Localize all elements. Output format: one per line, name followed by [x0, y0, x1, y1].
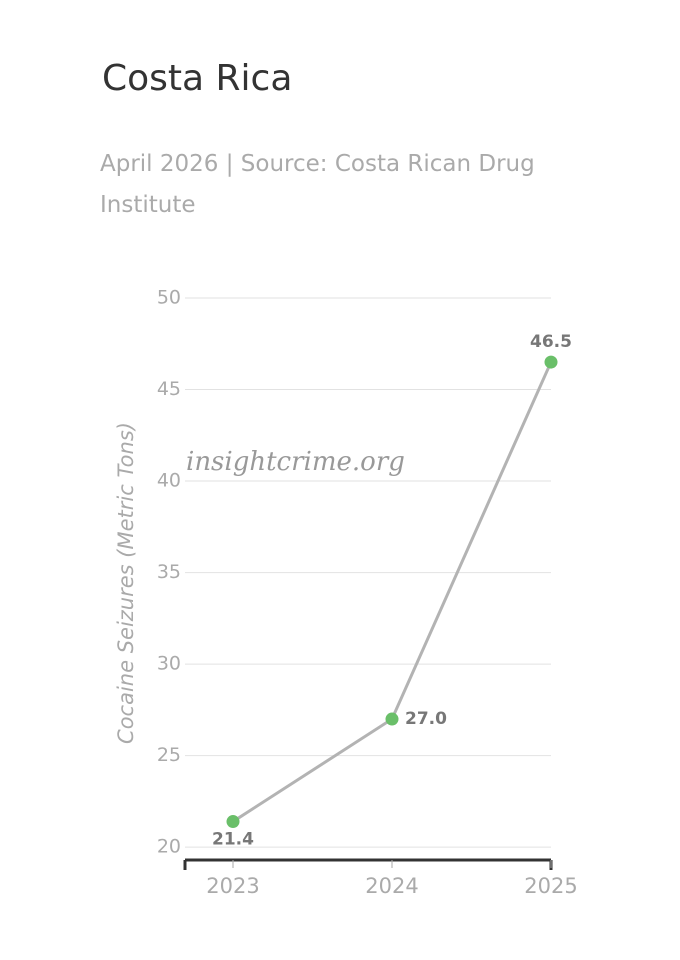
marker — [544, 355, 558, 369]
marker — [385, 712, 399, 726]
value-label: 46.5 — [530, 332, 572, 352]
marker — [226, 815, 240, 829]
x-tick-label: 2024 — [365, 874, 418, 898]
x-tick-label: 2025 — [524, 874, 577, 898]
subtitle-box: April 2026 | Source: Costa Rican Drug In… — [100, 151, 535, 218]
y-tick-label: 35 — [157, 561, 181, 583]
y-tick-label: 50 — [157, 287, 181, 309]
y-tick-label: 20 — [157, 836, 181, 858]
y-tick-label: 30 — [157, 653, 181, 675]
y-tick-label: 25 — [157, 744, 181, 766]
value-label: 27.0 — [405, 709, 447, 729]
y-tick-label: 40 — [157, 470, 181, 492]
y-axis-label: Cocaine Seizures (Metric Tons) — [114, 422, 138, 744]
line — [232, 361, 553, 823]
watermark: insightcrime.org — [186, 447, 405, 477]
chart-subtitle: April 2026 | Source: Costa Rican Drug In… — [100, 151, 535, 218]
y-tick-label: 45 — [157, 378, 181, 400]
chart-title: Costa Rica — [102, 58, 292, 99]
value-label: 21.4 — [212, 830, 254, 850]
x-tick-label: 2023 — [206, 874, 259, 898]
